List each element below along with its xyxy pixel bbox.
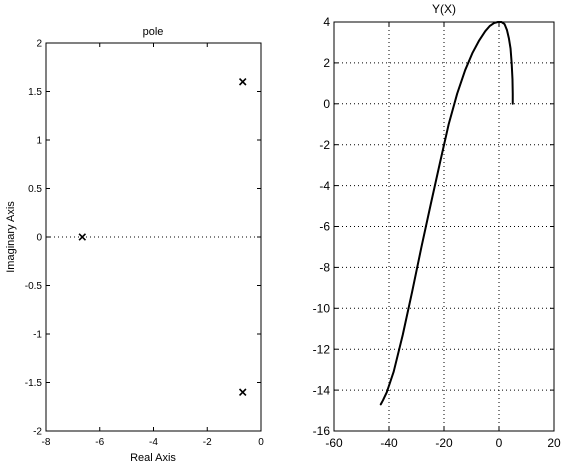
x-axis-label: Real Axis — [130, 452, 176, 464]
y-tick-label: -4 — [319, 179, 330, 193]
y-tick-label: -1 — [33, 330, 42, 341]
y-tick-label: 2 — [36, 39, 42, 50]
x-tick-label: -6 — [95, 437, 104, 448]
pole-marker-stroke — [78, 233, 87, 241]
x-tick-label: -20 — [435, 436, 453, 450]
pole-plot-title: pole — [143, 26, 164, 38]
pole-marker — [78, 233, 87, 241]
y-tick-label: -16 — [313, 424, 331, 438]
y-tick-label: 2 — [323, 56, 330, 70]
pole-marker — [238, 78, 247, 86]
x-tick-label: -60 — [325, 436, 343, 450]
y-tick-label: -10 — [313, 302, 331, 316]
y-tick-label: -8 — [319, 261, 330, 275]
y-tick-label: 1 — [36, 136, 42, 147]
pole-marker-stroke — [238, 78, 247, 86]
y-tick-label: 4 — [323, 15, 330, 29]
pole-plot-panel: -8 -6 -4 -2 0 -2 -1.5 -1 -0.5 0 0.5 1 1.5 2 pole Real… — [5, 26, 264, 464]
pole-marker — [238, 388, 247, 396]
x-tick-label: 0 — [258, 437, 264, 448]
y-tick-label: -2 — [33, 427, 42, 438]
x-tick-label: -2 — [203, 437, 212, 448]
yx-plot-title: Y(X) — [432, 2, 456, 16]
y-tick-label: -12 — [313, 342, 331, 356]
x-tick-label: 20 — [547, 436, 561, 450]
y-tick-label: -2 — [319, 138, 330, 152]
y-tick-label: 1.5 — [28, 87, 42, 98]
x-tick-label: -8 — [42, 437, 51, 448]
y-tick-label: -6 — [319, 220, 330, 234]
y-tick-label: 0 — [323, 97, 330, 111]
y-axis-label: Imaginary Axis — [5, 201, 17, 273]
x-tick-label: -40 — [380, 436, 398, 450]
pole-marker-stroke — [238, 388, 247, 396]
x-tick-label: -4 — [149, 437, 158, 448]
y-tick-label: -0.5 — [25, 281, 43, 292]
x-tick-label: 0 — [496, 436, 503, 450]
y-tick-label: -1.5 — [25, 378, 43, 389]
y-tick-label: 0.5 — [28, 184, 42, 195]
y-tick-label: -14 — [313, 383, 331, 397]
yx-series-line — [379, 21, 514, 406]
y-tick-label: 0 — [36, 233, 42, 244]
